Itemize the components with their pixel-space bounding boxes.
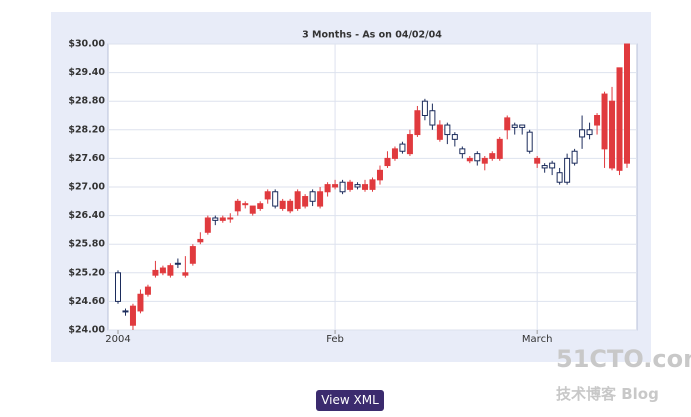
candle-body <box>549 162 556 169</box>
candle-body <box>399 143 406 152</box>
candle-body <box>571 150 578 164</box>
candle-body <box>189 246 196 264</box>
candle-body <box>511 124 518 128</box>
y-tick-label: $29.40 <box>68 67 105 78</box>
y-tick-label: $25.20 <box>68 267 105 278</box>
candle-body <box>272 191 279 207</box>
candle-body <box>144 286 151 295</box>
x-tick-label: Feb <box>326 334 344 345</box>
y-tick-label: $27.60 <box>68 153 105 164</box>
candle-body <box>369 179 376 190</box>
candle-body <box>519 124 526 128</box>
candle-body <box>436 124 443 140</box>
candle-body <box>474 153 481 162</box>
candle-body <box>339 181 346 193</box>
candle-body <box>197 238 204 243</box>
candle-body <box>601 93 608 150</box>
candle-body <box>376 169 383 181</box>
candle-body <box>429 110 436 126</box>
y-tick-label: $27.00 <box>68 182 105 193</box>
candle-body <box>234 200 241 212</box>
candle-body <box>541 165 548 169</box>
candle-body <box>159 267 166 274</box>
y-tick-label: $24.60 <box>68 296 105 307</box>
watermark: 51CTO.com <box>556 345 691 373</box>
candle-body <box>204 217 211 233</box>
view-xml-button[interactable]: View XML <box>316 390 384 411</box>
candle-body <box>534 157 541 164</box>
candle-body <box>421 100 428 116</box>
candle-body <box>444 124 451 136</box>
candle-body <box>122 310 129 313</box>
candle-body <box>579 129 586 138</box>
candle-body <box>152 269 159 276</box>
candle-body <box>137 293 144 312</box>
candle-body <box>362 184 369 190</box>
candle-body <box>332 184 339 188</box>
candle-body <box>212 217 219 221</box>
candle-body <box>489 153 496 159</box>
candle-body <box>317 191 324 207</box>
candle-body <box>616 67 623 171</box>
candle-body <box>115 272 121 302</box>
candle-body <box>264 191 271 200</box>
candle-body <box>249 205 256 214</box>
candle-body <box>496 138 503 159</box>
y-tick-label: $28.20 <box>68 124 105 135</box>
candle-body <box>347 181 354 190</box>
candle-body <box>414 110 421 136</box>
candle-body <box>564 157 571 183</box>
candle-body <box>504 117 511 131</box>
candle-body <box>129 305 136 326</box>
candle-body <box>406 134 413 155</box>
candle-body <box>586 129 593 136</box>
x-tick-label: 2004 <box>105 334 130 345</box>
candle-body <box>384 157 391 167</box>
candle-body <box>594 115 601 126</box>
candle-body <box>481 157 488 164</box>
candle-body <box>451 134 458 140</box>
candle-body <box>167 265 174 276</box>
candle-body <box>391 148 398 159</box>
candle-body <box>182 272 189 276</box>
candle-body <box>257 203 264 209</box>
candle-body <box>309 191 316 202</box>
candle-body <box>556 172 563 183</box>
candle-body <box>526 131 533 152</box>
candle-body <box>609 100 616 169</box>
candle-body <box>227 217 234 220</box>
chart: 3 Months - As on 04/02/04 $24.00 $24.60 $2… <box>51 12 651 362</box>
candle-body <box>219 217 226 221</box>
candle-body <box>354 184 361 188</box>
candle-body <box>287 200 294 212</box>
candle-body <box>174 262 181 265</box>
candle-body <box>302 196 309 207</box>
candle-body <box>279 200 286 209</box>
watermark: 技术博客 Blog <box>556 385 659 403</box>
candle-body <box>624 43 630 164</box>
x-tick-label: March <box>522 334 552 345</box>
y-tick-label: $28.80 <box>68 96 105 107</box>
candle-body <box>459 148 466 155</box>
chart-title: 3 Months - As on 04/02/04 <box>302 30 442 41</box>
candle-body <box>294 191 301 209</box>
y-tick-label: $26.40 <box>68 210 105 221</box>
candle-body <box>324 184 331 193</box>
y-tick-label: $24.00 <box>68 325 105 336</box>
y-tick-label: $25.80 <box>68 239 105 250</box>
y-tick-label: $30.00 <box>68 39 105 50</box>
candle-body <box>242 203 249 206</box>
candle-body <box>466 157 473 162</box>
